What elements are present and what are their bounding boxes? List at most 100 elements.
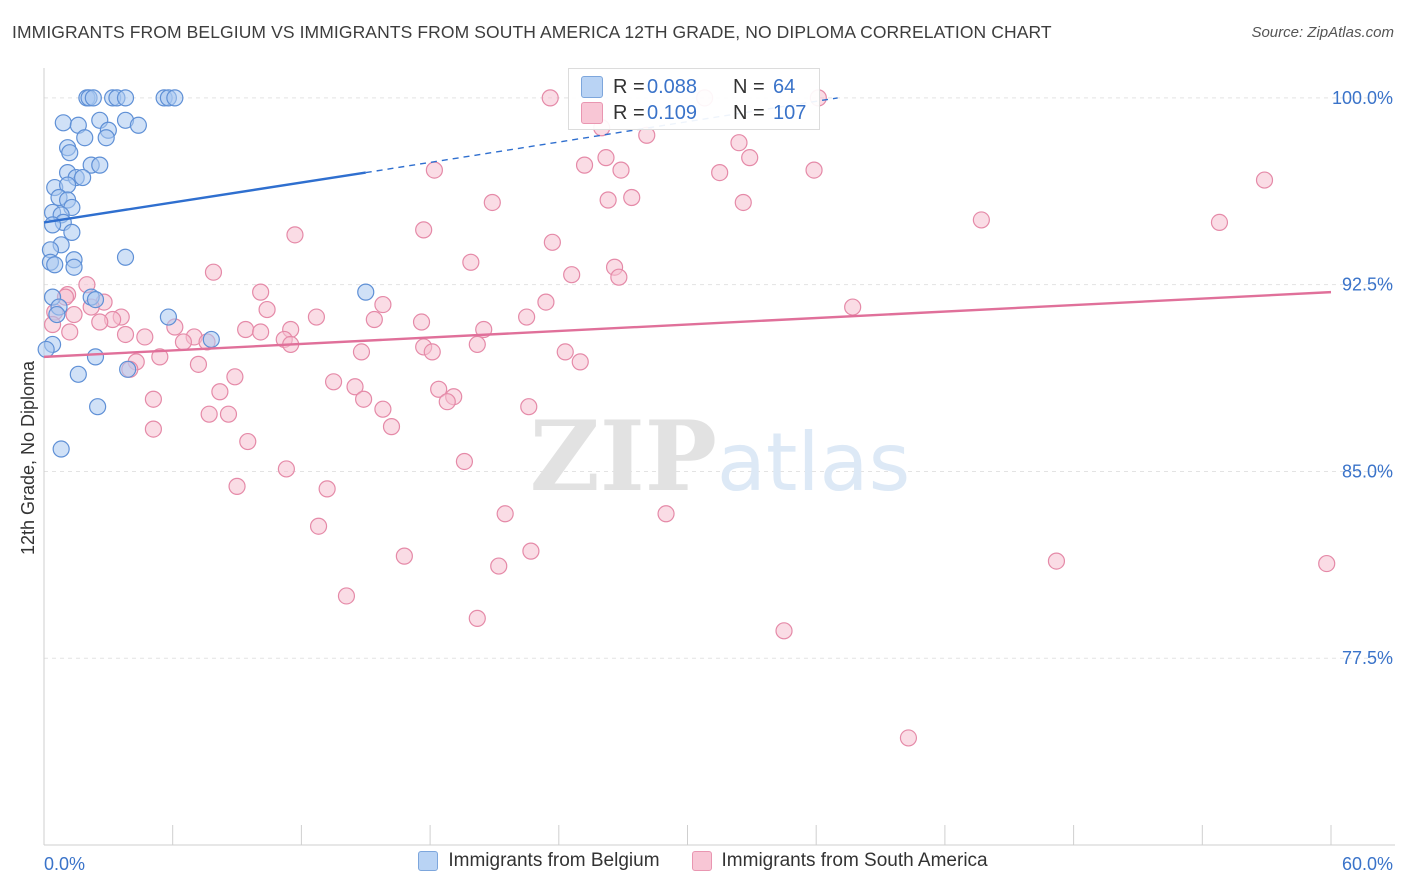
y-tick-labels: 77.5% 85.0% 92.5% 100.0% — [1332, 88, 1393, 668]
data-point-south-america — [563, 266, 581, 284]
data-point-belgium — [202, 330, 220, 349]
r-label: R = — [613, 101, 645, 124]
data-point-belgium — [97, 129, 115, 147]
data-point-belgium — [76, 129, 94, 147]
data-point-south-america — [415, 221, 433, 239]
data-point-south-america — [657, 505, 675, 523]
y-axis-label: 12th Grade, No Diploma — [18, 360, 38, 555]
data-point-belgium — [84, 89, 102, 107]
axes — [43, 68, 1395, 846]
n-label: N = — [733, 101, 765, 124]
data-point-south-america — [425, 161, 443, 179]
trend-line-south-america — [43, 290, 1332, 359]
r-label: R = — [613, 75, 645, 98]
watermark-zip: ZIP — [530, 400, 717, 513]
data-point-south-america — [237, 320, 255, 339]
data-point-south-america — [468, 335, 486, 354]
data-point-belgium — [63, 223, 81, 241]
data-point-south-america — [734, 193, 752, 212]
data-point-south-america — [309, 517, 328, 535]
data-point-south-america — [730, 134, 748, 152]
data-point-south-america — [226, 368, 244, 386]
data-point-south-america — [382, 418, 401, 436]
data-point-south-america — [65, 305, 83, 324]
data-point-south-america — [219, 405, 238, 423]
data-point-south-america — [374, 400, 392, 418]
data-point-belgium — [166, 89, 184, 107]
legend-item-belgium[interactable]: Immigrants from Belgium — [418, 850, 660, 872]
data-point-south-america — [352, 343, 371, 361]
data-point-south-america — [496, 505, 514, 523]
data-point-south-america — [91, 313, 109, 331]
data-point-south-america — [318, 480, 336, 498]
data-point-south-america — [518, 308, 536, 326]
data-point-south-america — [556, 343, 574, 361]
data-point-south-america — [136, 328, 154, 346]
data-point-south-america — [468, 609, 486, 627]
trend-lines — [43, 97, 1332, 359]
data-point-south-america — [1047, 552, 1066, 570]
data-point-south-america — [537, 293, 555, 311]
data-point-south-america — [144, 420, 162, 438]
data-point-south-america — [116, 325, 135, 344]
y-tick-label: 77.5% — [1342, 648, 1393, 668]
data-point-south-america — [252, 323, 270, 341]
data-point-south-america — [612, 161, 630, 179]
data-point-south-america — [258, 300, 276, 319]
data-point-belgium — [37, 340, 55, 359]
r-value-south-america: 0.109 — [647, 101, 698, 124]
x-tick-label: 60.0% — [1342, 854, 1393, 874]
legend-swatch-south-america — [691, 851, 712, 871]
data-point-south-america — [211, 383, 229, 401]
data-point-belgium — [91, 156, 109, 174]
legend-item-south-america[interactable]: Immigrants from South America — [691, 850, 988, 872]
data-point-south-america — [355, 390, 373, 408]
data-point-belgium — [116, 248, 135, 266]
data-point-south-america — [151, 348, 169, 366]
data-point-belgium — [119, 360, 137, 378]
data-point-south-america — [543, 233, 561, 251]
n-value-south-america: 107 — [773, 101, 807, 124]
data-point-south-america — [623, 188, 641, 207]
watermark: ZIPatlas — [530, 400, 911, 513]
trend-line-belgium — [43, 171, 366, 224]
data-point-south-america — [1255, 171, 1274, 189]
data-point-south-america — [571, 353, 589, 371]
data-point-south-america — [277, 460, 295, 478]
data-point-south-america — [365, 310, 383, 329]
data-point-south-america — [395, 547, 413, 565]
data-point-south-america — [462, 253, 480, 271]
data-point-belgium — [159, 308, 178, 326]
x-tick-labels: 0.0% 60.0% — [44, 854, 1393, 874]
data-point-south-america — [174, 333, 193, 351]
data-point-south-america — [522, 542, 540, 560]
y-tick-label: 92.5% — [1342, 275, 1393, 295]
n-label: N = — [733, 75, 765, 98]
data-point-south-america — [597, 149, 615, 167]
watermark-atlas: atlas — [717, 416, 910, 509]
stats-row-south-america: R = 0.109 N = 107 — [581, 100, 806, 126]
data-point-south-america — [520, 398, 538, 416]
data-point-south-america — [286, 226, 304, 244]
data-point-south-america — [575, 156, 594, 174]
data-point-south-america — [144, 390, 162, 408]
data-point-south-america — [741, 149, 759, 167]
stats-swatch-south-america — [581, 102, 603, 124]
data-point-south-america — [61, 323, 79, 341]
data-point-south-america — [337, 587, 356, 605]
data-point-south-america — [844, 298, 862, 316]
y-tick-label: 85.0% — [1342, 461, 1393, 481]
data-point-south-america — [455, 452, 474, 471]
data-point-belgium — [74, 168, 92, 187]
data-point-south-america — [412, 313, 431, 331]
data-point-south-america — [324, 373, 343, 391]
data-point-south-america — [374, 295, 392, 314]
data-point-south-america — [200, 405, 218, 423]
data-point-south-america — [228, 477, 246, 495]
n-value-belgium: 64 — [773, 75, 796, 98]
data-point-belgium — [116, 89, 135, 107]
legend-label-belgium: Immigrants from Belgium — [448, 850, 660, 871]
data-point-south-america — [711, 163, 729, 182]
data-point-south-america — [1318, 554, 1336, 573]
